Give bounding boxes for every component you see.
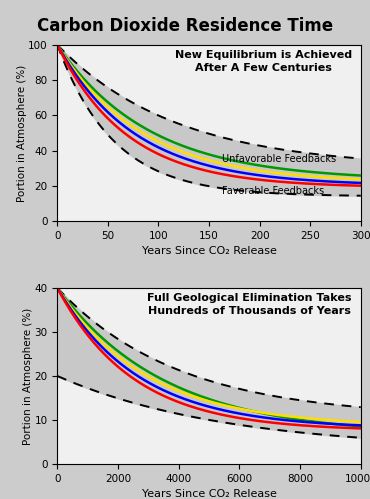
Text: Unfavorable Feedbacks: Unfavorable Feedbacks — [222, 154, 336, 164]
Text: Full Geological Elimination Takes
Hundreds of Thousands of Years: Full Geological Elimination Takes Hundre… — [147, 293, 352, 316]
X-axis label: Years Since CO₂ Release: Years Since CO₂ Release — [142, 490, 276, 499]
Text: New Equilibrium is Achieved
After A Few Centuries: New Equilibrium is Achieved After A Few … — [175, 50, 352, 72]
X-axis label: Years Since CO₂ Release: Years Since CO₂ Release — [142, 247, 276, 256]
Y-axis label: Portion in Atmosphere (%): Portion in Atmosphere (%) — [17, 64, 27, 202]
Text: Favorable Feedbacks: Favorable Feedbacks — [222, 186, 324, 196]
Text: Carbon Dioxide Residence Time: Carbon Dioxide Residence Time — [37, 17, 333, 35]
Y-axis label: Portion in Atmosphere (%): Portion in Atmosphere (%) — [23, 307, 33, 445]
